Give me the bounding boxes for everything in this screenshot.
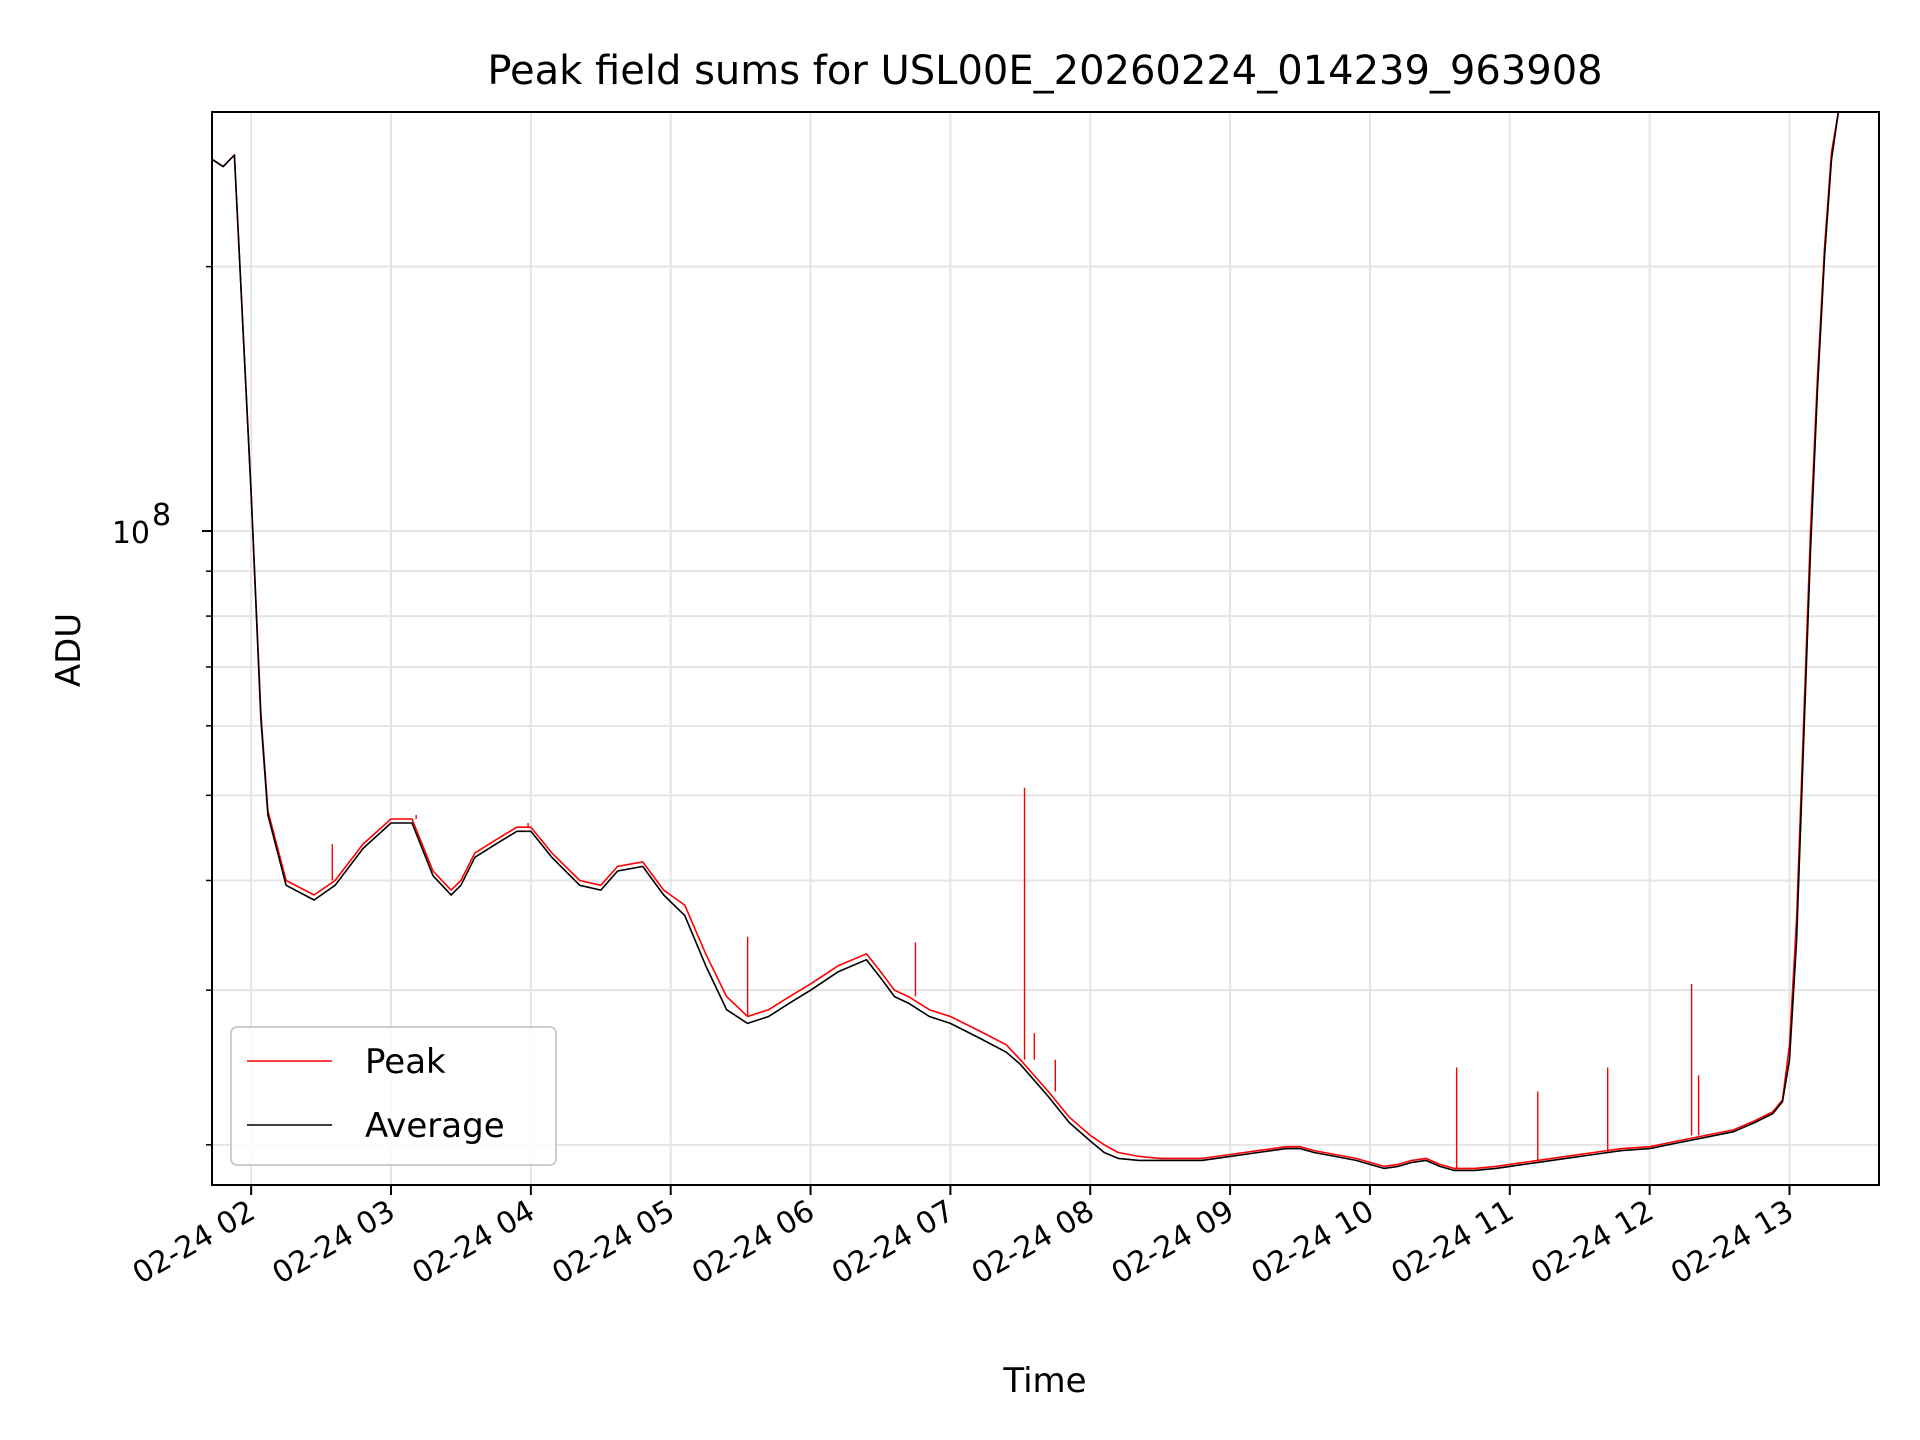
- grid-layer: [212, 112, 1879, 1185]
- series-line-peak: [212, 112, 1879, 1170]
- legend-label-peak: Peak: [365, 1042, 446, 1082]
- y-axis-label: ADU: [49, 613, 89, 687]
- chart-title: Peak field sums for USL00E_20260224_0142…: [487, 48, 1602, 94]
- legend-label-average: Average: [365, 1106, 505, 1146]
- series-line-average: [212, 112, 1879, 1172]
- plot-frame: [211, 111, 1880, 1186]
- y-tick-label: 10: [112, 516, 150, 551]
- x-axis-label: Time: [1002, 1361, 1086, 1401]
- legend: Peak Average: [230, 1026, 557, 1166]
- y-tick-label-exponent: 8: [152, 498, 171, 533]
- series-layer: [212, 112, 1879, 1172]
